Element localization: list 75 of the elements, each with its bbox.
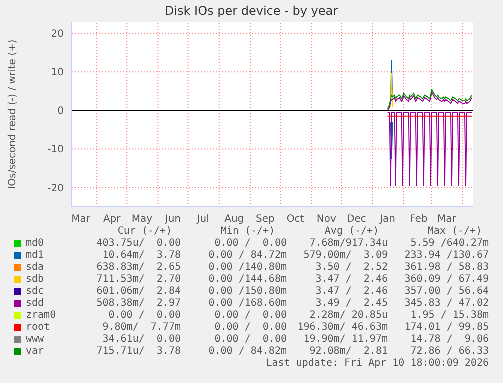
text: 361.98 / 58.83 <box>404 262 489 273</box>
y-tick-label: -20 <box>48 183 64 194</box>
text: 711.53m/ 2.70 <box>96 274 181 285</box>
legend-label: md1 <box>26 250 44 261</box>
text: 345.83 / 47.02 <box>404 298 489 309</box>
legend-label: sdb <box>26 274 44 285</box>
text: 579.00m/ 3.09 <box>302 250 388 261</box>
text: Last update: Fri Apr 10 18:00:09 2026 <box>265 358 489 369</box>
y-tick-label: -10 <box>48 144 64 156</box>
text: 2.28m/ 20.85u <box>308 310 388 321</box>
text: 0.00 / 84.72m <box>208 250 287 261</box>
text: 638.83m/ 2.65 <box>96 262 181 273</box>
legend-label: sda <box>26 262 44 273</box>
text: Cur (-/+) <box>116 226 174 237</box>
text: 72.86 / 66.33 <box>410 346 489 357</box>
text: 3.47 / 2.46 <box>314 274 388 285</box>
text: 7.68m/917.34u <box>308 238 388 249</box>
text: 0.00 /140.80m <box>208 262 287 273</box>
x-tick-label: Jan <box>379 214 396 226</box>
text: 715.71u/ 3.78 <box>96 346 181 357</box>
text: 0.00 / 0.00 <box>214 310 287 321</box>
text: 357.00 / 56.64 <box>404 286 489 297</box>
text: 0.00 / 0.00 <box>214 238 287 249</box>
x-tick-label: Jun <box>164 214 182 226</box>
x-tick-label: Sep <box>256 214 275 226</box>
text: 14.78 / 9.06 <box>410 334 489 345</box>
legend-label: zram0 <box>26 310 56 321</box>
x-tick-label: Jul <box>196 214 210 226</box>
text: 174.01 / 99.85 <box>404 322 489 333</box>
legend-label: sdc <box>26 286 44 297</box>
x-tick-label: May <box>132 214 153 226</box>
y-tick-label: 20 <box>51 29 64 40</box>
legend-label: root <box>26 322 50 333</box>
text: 92.08m/ 2.81 <box>308 346 388 357</box>
text: 0.00 /168.60m <box>208 298 287 309</box>
text: 10.64m/ 3.78 <box>102 250 181 261</box>
text: 34.61u/ 0.00 <box>102 334 181 345</box>
text: 0.00 /150.80m <box>208 286 287 297</box>
text: Max (-/+) <box>426 226 484 237</box>
text: 601.06m/ 2.84 <box>96 286 181 297</box>
x-tick-label: Feb <box>410 214 428 226</box>
y-axis-title: IOs/second read (-) / write (+) <box>8 40 19 190</box>
legend-label: www <box>26 334 44 345</box>
y-tick-label: 10 <box>51 68 64 79</box>
text: Min (-/+) <box>220 226 276 237</box>
legend-label: var <box>26 346 44 357</box>
legend-label: md0 <box>26 238 44 249</box>
text: 0.00 / 0.00 <box>108 310 181 321</box>
text: Avg (-/+) <box>324 226 380 237</box>
x-tick-label: Oct <box>286 214 304 226</box>
text: 0.00 /144.68m <box>208 274 287 285</box>
text: 9.80m/ 7.77m <box>102 322 181 333</box>
text: 403.75u/ 0.00 <box>96 238 181 249</box>
x-tick-label: Nov <box>316 214 336 226</box>
x-tick-label: Mar <box>72 214 92 226</box>
chart-title: Disk IOs per device - by year <box>164 4 340 18</box>
text: 508.38m/ 2.97 <box>96 298 181 309</box>
text: 0.00 / 0.00 <box>214 322 287 333</box>
text: 3.50 / 2.52 <box>314 262 388 273</box>
x-tick-label: Apr <box>103 214 122 226</box>
text: 196.30m/ 46.63m <box>296 322 388 333</box>
text: 3.47 / 2.46 <box>314 286 388 297</box>
text: 360.09 / 67.49 <box>404 274 489 285</box>
text: 19.90m/ 11.97m <box>302 334 388 345</box>
x-tick-label: Dec <box>347 214 366 226</box>
text: 233.94 /130.67 <box>404 250 489 261</box>
text: 3.49 / 2.45 <box>314 298 388 309</box>
y-tick-label: 0 <box>58 106 64 118</box>
text: 0.00 / 84.82m <box>208 346 287 357</box>
legend-label: sdd <box>26 298 44 309</box>
x-tick-label: Aug <box>224 214 244 226</box>
x-tick-label: Mar <box>437 214 458 226</box>
text: 1.95 / 15.38m <box>410 310 489 321</box>
text: 5.59 /640.27m <box>410 238 489 249</box>
text: 0.00 / 0.00 <box>214 334 287 345</box>
